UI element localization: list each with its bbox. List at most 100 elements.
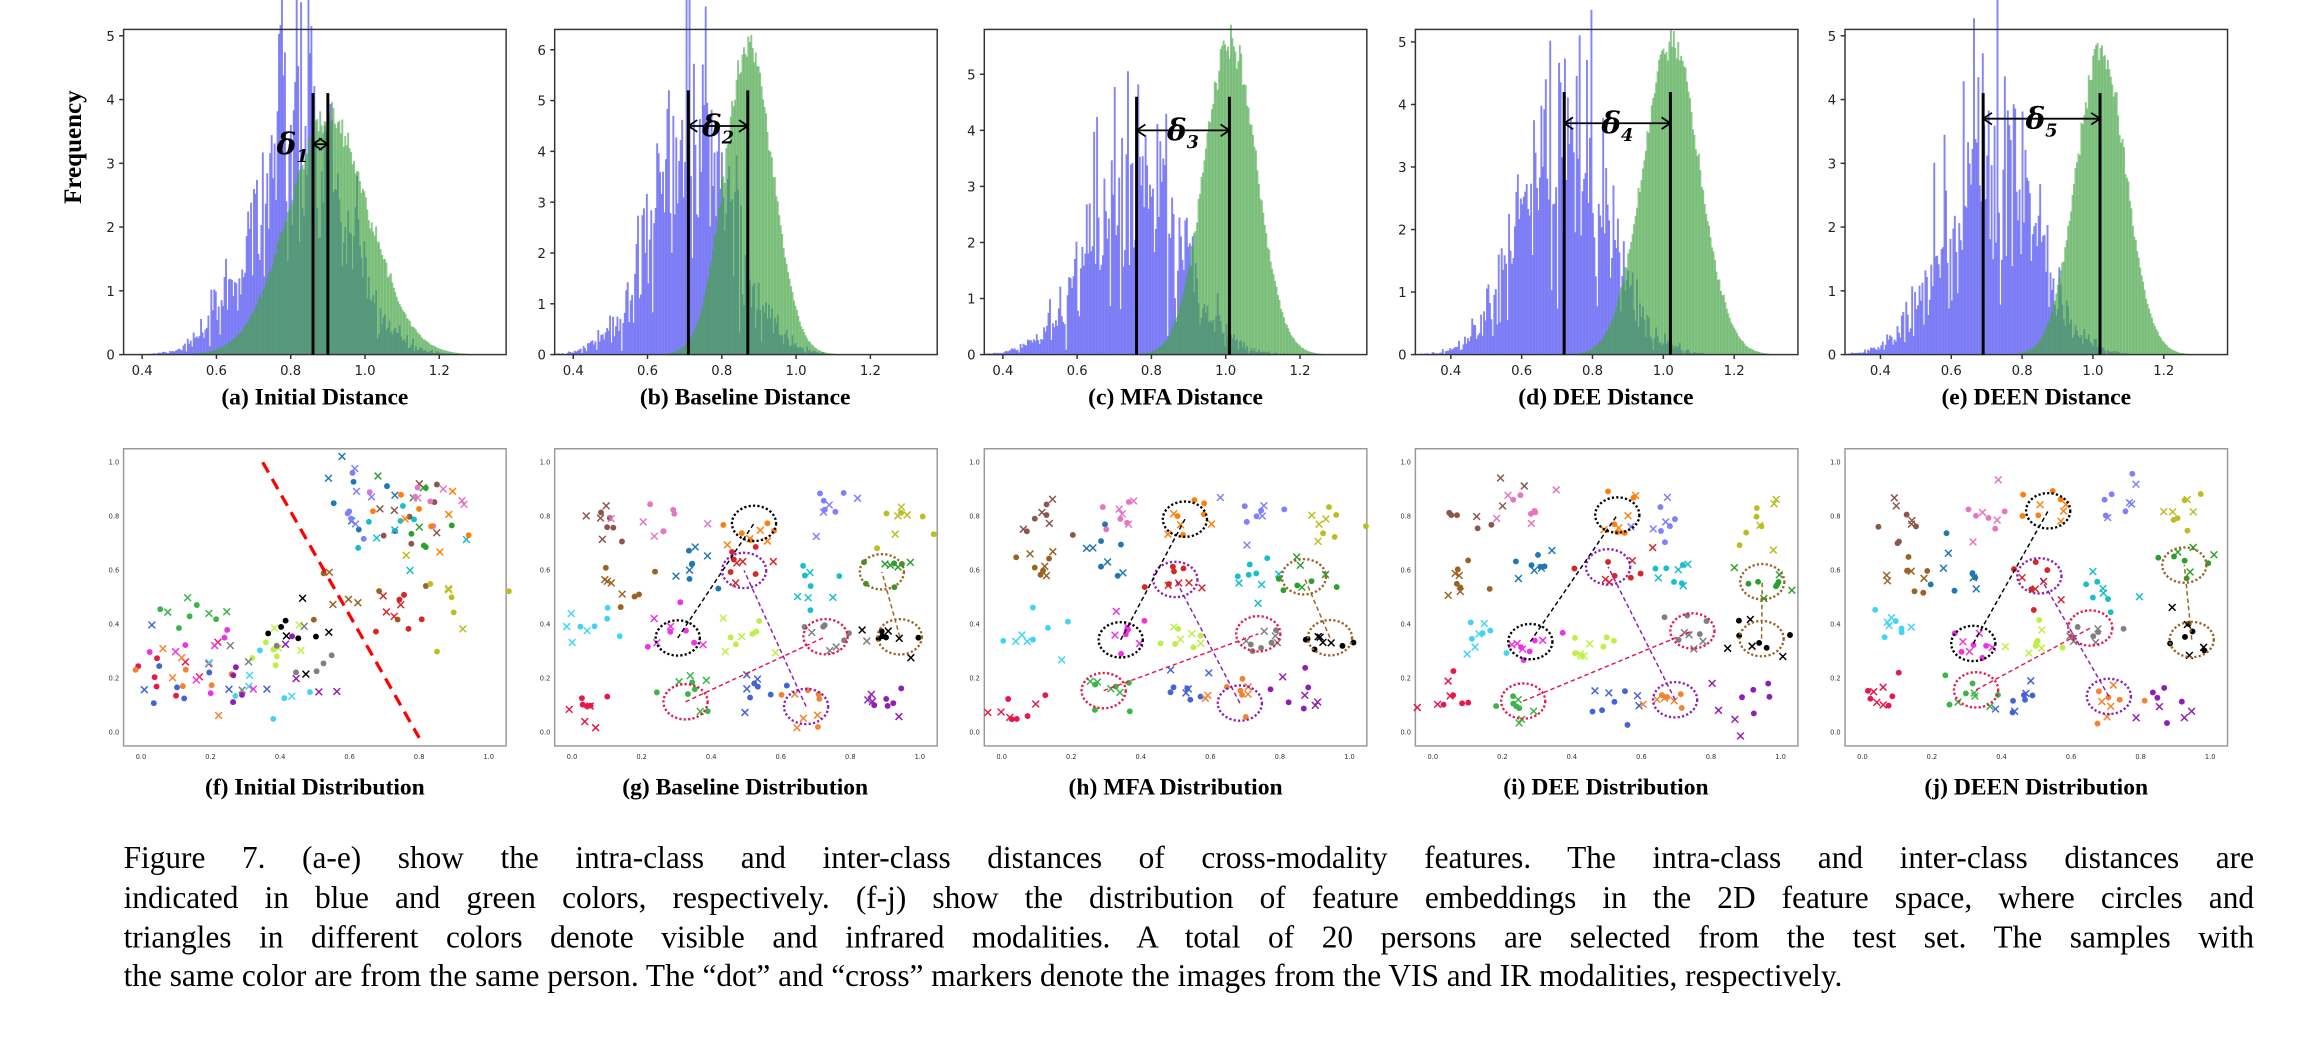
vis-dot-marker [777,691,784,698]
inter-class-bar [198,352,201,355]
inter-class-bar [325,122,328,355]
vis-dot-marker [651,568,658,575]
vis-dot-marker [1865,687,1871,694]
intra-class-bar [1616,218,1619,355]
ir-cross-marker [1203,691,1212,700]
intra-class-bar [1554,187,1557,355]
inter-class-bar [1695,155,1698,355]
inter-class-bar [709,260,712,355]
ir-cross-marker [1462,650,1471,658]
inter-class-bar [2167,347,2170,355]
ir-cross-marker [1907,623,1916,632]
intra-class-bar [1178,217,1181,355]
divider-line [261,461,421,739]
inter-class-bar [724,148,727,355]
inter-class-bar [704,290,706,355]
intra-class-bar [1530,254,1533,355]
intra-class-bar [1444,351,1446,355]
inter-class-bar [1698,170,1701,355]
vis-dot-marker [1112,683,1119,690]
cluster-link-line [1522,630,1692,702]
intra-class-bar [1897,332,1900,355]
intra-class-bar [207,315,210,355]
x-tick-label: 0.8 [1275,753,1286,761]
ir-cross-marker [1723,644,1731,653]
vis-dot-marker [732,641,739,648]
vis-dot-marker [1764,680,1771,687]
ir-cross-marker [1088,543,1097,552]
vis-dot-marker [230,672,237,679]
intra-class-bar [1959,240,1962,355]
ir-cross-marker [171,647,180,656]
inter-class-bar [450,352,453,355]
intra-class-bar [1050,339,1053,355]
vis-dot-marker [2035,512,2042,519]
x-tick-label: 0.0 [566,753,577,761]
inter-class-bar [1206,132,1209,355]
inter-class-bar [2040,337,2043,355]
vis-dot-marker [1285,699,1292,706]
inter-class-bar [1247,107,1250,355]
inter-class-bar [1672,30,1675,355]
vis-dot-marker [2095,688,2102,695]
intra-class-bar [1881,341,1884,355]
intra-class-bar [1024,344,1026,355]
inter-class-bar [1658,54,1661,355]
inter-class-bar [308,150,311,355]
vis-dot-marker [1660,614,1667,621]
vis-dot-marker [295,635,302,642]
inter-class-bar [384,259,386,355]
vis-dot-marker [1898,625,1905,632]
arrowhead-icon [1134,123,1232,137]
ir-cross-marker [287,692,296,701]
intra-class-bar [1547,199,1549,355]
intra-class-bar [1551,204,1554,355]
inter-class-bar [1165,340,1168,355]
inter-class-bar [679,348,681,355]
inter-class-bar [759,86,762,355]
ir-cross-marker [1495,474,1504,482]
inter-class-bar [1630,233,1633,355]
inter-class-bar [2145,298,2148,355]
inter-class-bar [448,351,451,355]
vis-dot-marker [1458,700,1465,707]
x-tick-label: 0.6 [1205,753,1216,761]
vis-dot-marker [1280,587,1287,594]
intra-class-bar [1460,349,1463,355]
ir-cross-marker [1031,700,1040,708]
inter-class-bar [748,42,751,355]
ir-cross-marker [1623,511,1632,520]
ir-cross-marker [225,685,233,694]
intra-class-bar [1980,201,1983,355]
intra-class-bar [1914,292,1917,355]
vis-dot-marker [578,695,585,702]
arrowhead-icon [1561,116,1672,130]
vis-dot-marker [1456,584,1463,591]
inter-class-bar [2084,102,2087,355]
vis-dot-marker [1031,515,1038,522]
vis-dot-marker [153,683,160,690]
inter-class-bar [1216,89,1219,355]
vis-dot-marker [239,691,245,698]
intra-class-bar [601,334,603,355]
intra-class-bar [1489,319,1492,355]
intra-class-bar [273,143,276,355]
intra-class-bar [1021,347,1023,355]
intra-class-bar [1125,154,1128,355]
intra-class-bar [204,329,207,355]
cluster-ellipse [1506,622,1553,661]
intra-class-bar [239,294,242,355]
inter-class-bar [801,329,804,355]
vis-dot-marker [1588,708,1595,715]
intra-class-bar [295,0,298,355]
intra-class-bar [225,258,228,355]
intra-class-bar [624,290,627,355]
ir-cross-marker [163,608,172,617]
intra-class-bar [264,203,267,355]
y-tick-label: 5 [1828,30,1836,45]
intra-class-bar [1057,308,1060,355]
intra-class-bar [1912,336,1915,355]
ir-cross-marker [906,653,915,662]
inter-class-bar [1705,221,1708,355]
vis-dot-marker [814,723,821,730]
